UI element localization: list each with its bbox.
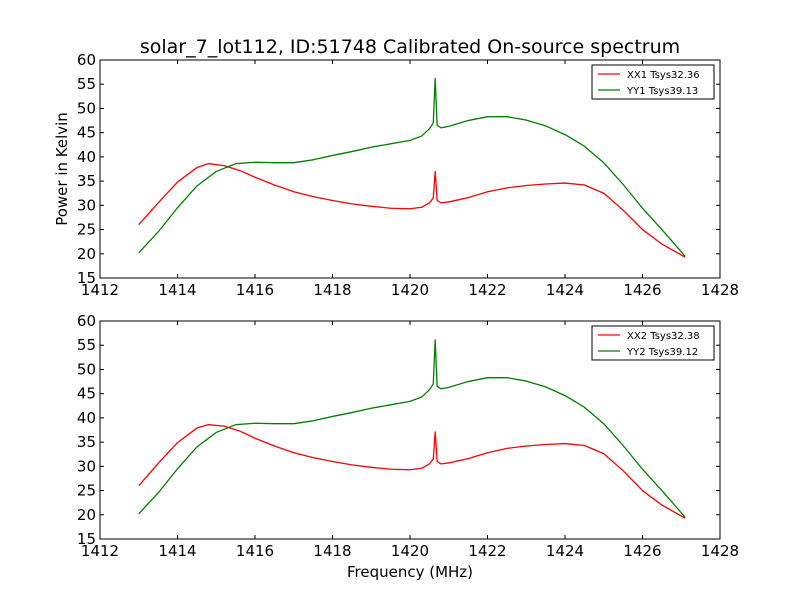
bottom-legend-box (591, 325, 715, 361)
bottom-series-line-1 (138, 424, 686, 519)
bottom-x-tick-label: 1418 (313, 542, 351, 560)
top-y-tick-label: 20 (77, 245, 96, 263)
top-y-tick-label: 60 (77, 51, 96, 69)
bottom-x-tick-label: 1422 (468, 542, 506, 560)
bottom-x-tick-label: 1414 (158, 542, 196, 560)
bottom-y-tick-label: 40 (77, 409, 96, 427)
top-series-line-1 (138, 163, 686, 258)
top-y-tick-label: 45 (77, 124, 96, 142)
bottom-x-tick-label: 1428 (701, 542, 739, 560)
top-x-tick-label: 1416 (236, 281, 274, 299)
bottom-y-tick-label: 30 (77, 457, 96, 475)
bottom-y-tick-label: 50 (77, 360, 96, 378)
top-x-tick-label: 1412 (81, 281, 119, 299)
bottom-x-tick-label: 1420 (391, 542, 429, 560)
top-x-tick-label: 1426 (623, 281, 661, 299)
top-y-tick-label: 25 (77, 221, 96, 239)
top-x-tick-label: 1414 (158, 281, 196, 299)
bottom-y-tick-label: 20 (77, 506, 96, 524)
top-x-tick-label: 1424 (546, 281, 584, 299)
top-x-tick-label: 1422 (468, 281, 506, 299)
bottom-x-axis-label: Frequency (MHz) (347, 563, 473, 581)
top-x-tick-label: 1428 (701, 281, 739, 299)
top-y-tick-label: 55 (77, 75, 96, 93)
top-y-tick-label: 15 (77, 269, 96, 287)
top-legend-label-2: YY1 Tsys39.13 (626, 86, 698, 97)
top-y-axis-label: Power in Kelvin (53, 112, 71, 226)
bottom-x-tick-label: 1412 (81, 542, 119, 560)
bottom-series-line-2 (138, 339, 686, 518)
top-plot-panel: 1412 1414 1416 1418 1420 1422 1424 1426 1428 15 20… (77, 51, 739, 299)
bottom-y-tick-label: 60 (77, 312, 96, 330)
top-legend-label-1: XX1 Tsys32.36 (627, 70, 700, 81)
top-x-tick-label: 1420 (391, 281, 429, 299)
bottom-y-tick-label: 45 (77, 385, 96, 403)
bottom-x-tick-label: 1416 (236, 542, 274, 560)
bottom-legend-label-1: XX2 Tsys32.38 (627, 331, 700, 342)
bottom-y-tick-label: 25 (77, 482, 96, 500)
bottom-x-tick-label: 1424 (546, 542, 584, 560)
bottom-legend-label-2: YY2 Tsys39.12 (626, 347, 698, 358)
bottom-x-tick-label: 1426 (623, 542, 661, 560)
bottom-y-tick-label: 35 (77, 433, 96, 451)
top-y-tick-label: 50 (77, 99, 96, 117)
top-x-tick-label: 1418 (313, 281, 351, 299)
top-y-tick-label: 30 (77, 196, 96, 214)
bottom-plot-panel: 1412 1414 1416 1418 1420 1422 1424 1426 1428 15 20… (77, 312, 739, 560)
bottom-y-tick-label: 55 (77, 336, 96, 354)
top-y-tick-label: 35 (77, 172, 96, 190)
top-series-line-2 (138, 77, 686, 257)
bottom-y-tick-label: 15 (77, 530, 96, 548)
top-legend-box (591, 64, 715, 100)
top-y-tick-label: 40 (77, 148, 96, 166)
chart-title: solar_7_lot112, ID:51748 Calibrated On-s… (140, 36, 680, 58)
